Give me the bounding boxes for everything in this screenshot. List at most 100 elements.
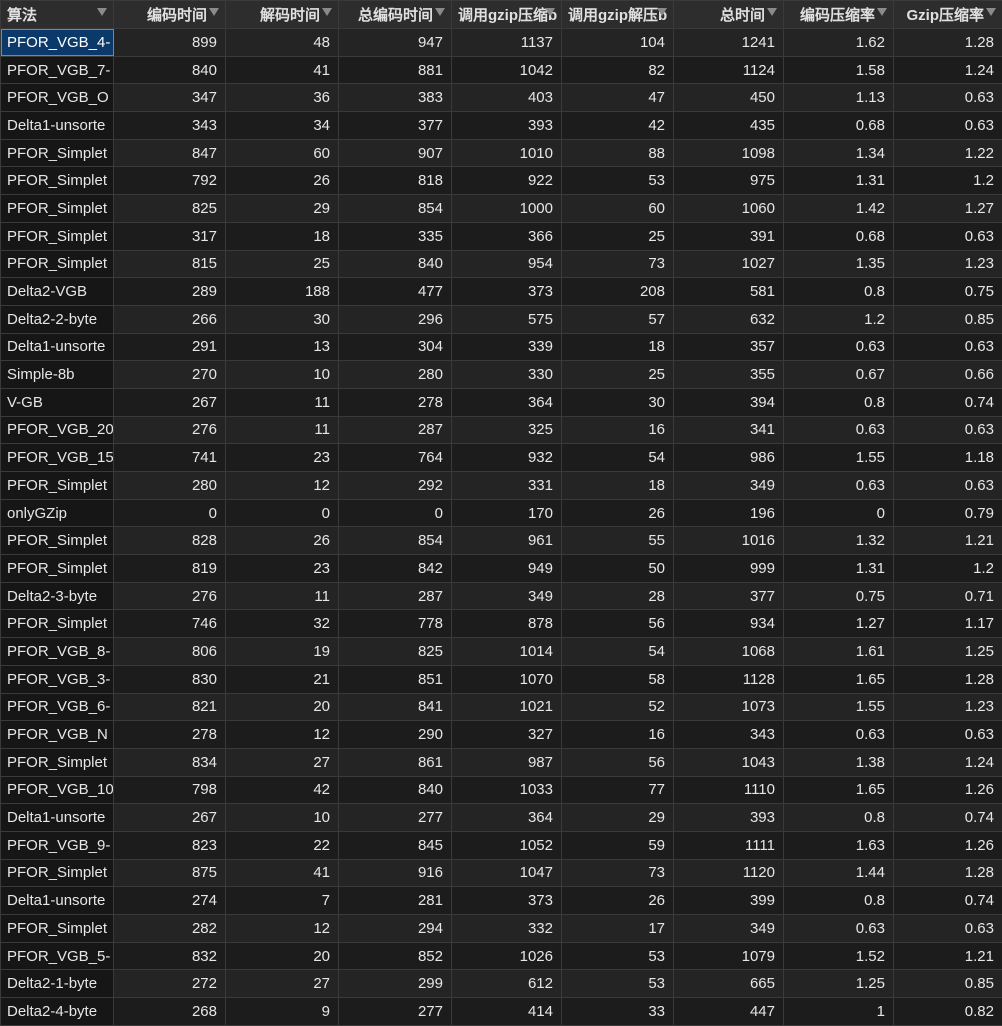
cell-encode-time[interactable]: 832 [113, 941, 226, 971]
cell-algorithm[interactable]: PFOR_Simplet [0, 138, 114, 168]
header-decode-time[interactable]: 解码时间 [225, 0, 339, 29]
cell-decode-time[interactable]: 26 [225, 526, 339, 556]
cell-encode-time[interactable]: 267 [113, 387, 226, 417]
cell-algorithm[interactable]: PFOR_VGB_15 [0, 443, 114, 472]
cell-total-encode-time[interactable]: 764 [338, 443, 452, 472]
cell-gzip-ratio[interactable]: 1.21 [893, 526, 1002, 556]
cell-encode-ratio[interactable]: 1.31 [783, 166, 894, 196]
cell-algorithm[interactable]: PFOR_VGB_5- [0, 941, 114, 971]
filter-icon[interactable] [97, 8, 107, 16]
table-row[interactable]: PFOR_VGB_O 347 36 383 403 47 450 1.13 0.63 [0, 83, 1002, 113]
cell-algorithm[interactable]: V-GB [0, 387, 114, 417]
cell-encode-ratio[interactable]: 1.58 [783, 55, 894, 85]
cell-total-time[interactable]: 1043 [673, 747, 784, 777]
cell-encode-ratio[interactable]: 0.67 [783, 360, 894, 389]
cell-encode-time[interactable]: 266 [113, 304, 226, 334]
cell-algorithm[interactable]: Delta1-unsorte [0, 332, 114, 362]
cell-encode-ratio[interactable]: 0.8 [783, 277, 894, 306]
cell-gzip-decompress-time[interactable]: 28 [561, 581, 674, 611]
table-row[interactable]: PFOR_VGB_5- 832 20 852 1026 53 1079 1.52 1.21 [0, 941, 1002, 971]
cell-encode-ratio[interactable]: 0.8 [783, 886, 894, 915]
cell-encode-ratio[interactable]: 1.13 [783, 83, 894, 113]
cell-gzip-decompress-time[interactable]: 42 [561, 111, 674, 140]
table-row[interactable]: PFOR_VGB_10 798 42 840 1033 77 1110 1.65 1.26 [0, 775, 1002, 805]
cell-total-encode-time[interactable]: 296 [338, 304, 452, 334]
cell-gzip-compress-time[interactable]: 325 [451, 415, 562, 445]
cell-encode-time[interactable]: 276 [113, 415, 226, 445]
cell-gzip-ratio[interactable]: 0.63 [893, 914, 1002, 943]
cell-total-time[interactable]: 1068 [673, 637, 784, 666]
cell-encode-ratio[interactable]: 0.75 [783, 581, 894, 611]
cell-encode-time[interactable]: 825 [113, 194, 226, 223]
cell-total-encode-time[interactable]: 916 [338, 858, 452, 888]
cell-gzip-compress-time[interactable]: 403 [451, 83, 562, 113]
cell-total-encode-time[interactable]: 287 [338, 581, 452, 611]
cell-gzip-ratio[interactable]: 0.63 [893, 111, 1002, 140]
cell-algorithm[interactable]: PFOR_VGB_3- [0, 664, 114, 694]
cell-encode-time[interactable]: 291 [113, 332, 226, 362]
cell-gzip-decompress-time[interactable]: 58 [561, 664, 674, 694]
cell-decode-time[interactable]: 10 [225, 803, 339, 832]
cell-decode-time[interactable]: 23 [225, 554, 339, 583]
cell-algorithm[interactable]: Delta2-3-byte [0, 581, 114, 611]
cell-total-time[interactable]: 1027 [673, 249, 784, 279]
cell-gzip-decompress-time[interactable]: 73 [561, 858, 674, 888]
cell-total-encode-time[interactable]: 278 [338, 387, 452, 417]
cell-total-time[interactable]: 391 [673, 221, 784, 251]
cell-gzip-decompress-time[interactable]: 55 [561, 526, 674, 556]
cell-gzip-decompress-time[interactable]: 26 [561, 498, 674, 528]
cell-total-encode-time[interactable]: 852 [338, 941, 452, 971]
cell-gzip-ratio[interactable]: 0.63 [893, 221, 1002, 251]
cell-algorithm[interactable]: PFOR_Simplet [0, 554, 114, 583]
cell-algorithm[interactable]: Delta2-2-byte [0, 304, 114, 334]
header-encode-time[interactable]: 编码时间 [113, 0, 226, 29]
table-row[interactable]: PFOR_Simplet 792 26 818 922 53 975 1.31 1.2 [0, 166, 1002, 196]
cell-decode-time[interactable]: 48 [225, 28, 339, 57]
cell-total-time[interactable]: 1111 [673, 830, 784, 860]
table-row[interactable]: V-GB 267 11 278 364 30 394 0.8 0.74 [0, 387, 1002, 417]
cell-gzip-compress-time[interactable]: 575 [451, 304, 562, 334]
cell-algorithm[interactable]: PFOR_Simplet [0, 166, 114, 196]
cell-total-time[interactable]: 1016 [673, 526, 784, 556]
cell-gzip-ratio[interactable]: 0.66 [893, 360, 1002, 389]
cell-encode-ratio[interactable]: 1 [783, 997, 894, 1026]
filter-icon[interactable] [657, 8, 667, 16]
header-gzip-compress-time[interactable]: 调用gzip压缩b [451, 0, 562, 29]
cell-encode-ratio[interactable]: 0.8 [783, 803, 894, 832]
cell-encode-time[interactable]: 746 [113, 609, 226, 639]
cell-gzip-compress-time[interactable]: 327 [451, 720, 562, 749]
cell-decode-time[interactable]: 13 [225, 332, 339, 362]
table-row[interactable]: PFOR_Simplet 280 12 292 331 18 349 0.63 0.63 [0, 471, 1002, 500]
header-total-encode-time[interactable]: 总编码时间 [338, 0, 452, 29]
cell-gzip-decompress-time[interactable]: 29 [561, 803, 674, 832]
cell-total-time[interactable]: 1073 [673, 692, 784, 722]
cell-decode-time[interactable]: 11 [225, 415, 339, 445]
cell-algorithm[interactable]: PFOR_Simplet [0, 609, 114, 639]
cell-gzip-decompress-time[interactable]: 52 [561, 692, 674, 722]
cell-gzip-ratio[interactable]: 0.74 [893, 803, 1002, 832]
cell-total-encode-time[interactable]: 825 [338, 637, 452, 666]
header-gzip-decompress-time[interactable]: 调用gzip解压b [561, 0, 674, 29]
cell-total-encode-time[interactable]: 854 [338, 526, 452, 556]
cell-decode-time[interactable]: 18 [225, 221, 339, 251]
cell-gzip-compress-time[interactable]: 1021 [451, 692, 562, 722]
cell-total-encode-time[interactable]: 299 [338, 969, 452, 999]
cell-gzip-decompress-time[interactable]: 16 [561, 415, 674, 445]
cell-total-time[interactable]: 394 [673, 387, 784, 417]
cell-algorithm[interactable]: PFOR_Simplet [0, 526, 114, 556]
table-row[interactable]: PFOR_Simplet 834 27 861 987 56 1043 1.38 1.24 [0, 747, 1002, 777]
cell-gzip-decompress-time[interactable]: 88 [561, 138, 674, 168]
table-row[interactable]: Delta2-4-byte 268 9 277 414 33 447 1 0.82 [0, 997, 1002, 1026]
cell-gzip-ratio[interactable]: 1.21 [893, 941, 1002, 971]
cell-algorithm[interactable]: Delta2-1-byte [0, 969, 114, 999]
cell-gzip-compress-time[interactable]: 987 [451, 747, 562, 777]
table-row[interactable]: Delta1-unsorte 343 34 377 393 42 435 0.68 0.63 [0, 111, 1002, 140]
cell-total-time[interactable]: 999 [673, 554, 784, 583]
cell-gzip-compress-time[interactable]: 330 [451, 360, 562, 389]
table-row[interactable]: Delta1-unsorte 267 10 277 364 29 393 0.8 0.74 [0, 803, 1002, 832]
cell-gzip-decompress-time[interactable]: 73 [561, 249, 674, 279]
cell-encode-ratio[interactable]: 0 [783, 498, 894, 528]
cell-gzip-decompress-time[interactable]: 53 [561, 166, 674, 196]
cell-encode-ratio[interactable]: 1.42 [783, 194, 894, 223]
cell-algorithm[interactable]: PFOR_Simplet [0, 221, 114, 251]
